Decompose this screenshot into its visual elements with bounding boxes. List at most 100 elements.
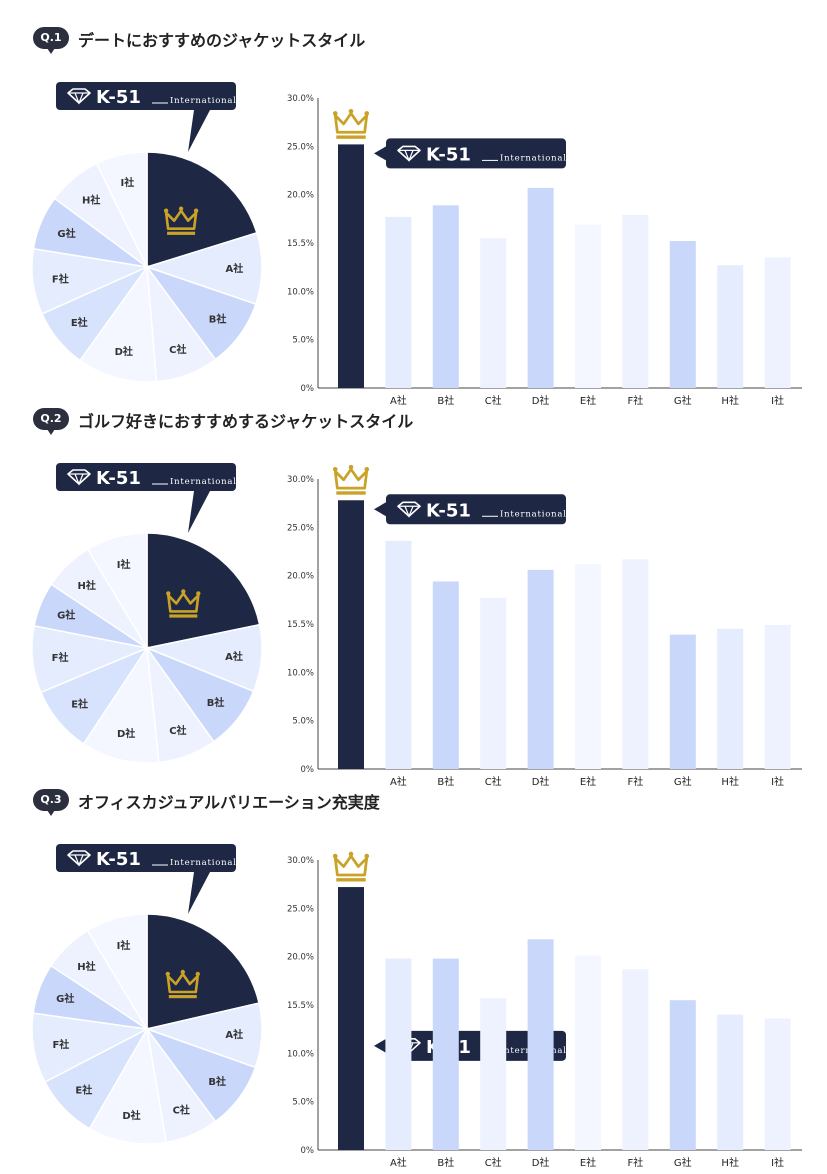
y-tick-label: 25.0% <box>287 904 314 914</box>
x-tick-label: E社 <box>580 1156 596 1169</box>
x-tick-label: D社 <box>532 394 550 407</box>
brand-suffix: International <box>170 96 237 106</box>
bar-chart: 0%5.0%10.0%15.5%20.0%25.0%30.0%K-51Inter… <box>287 851 802 1169</box>
bar <box>480 238 507 388</box>
bar <box>575 564 601 769</box>
bar <box>432 205 459 388</box>
pie-slice-label: E社 <box>71 316 88 329</box>
question-title: ゴルフ好きにおすすめするジャケットスタイル <box>78 412 414 431</box>
bar <box>527 939 554 1150</box>
bar <box>669 1000 696 1150</box>
pie-slice-label: D社 <box>122 1109 140 1122</box>
bar <box>622 214 649 388</box>
x-tick-label: I社 <box>771 394 784 407</box>
bar <box>622 969 649 1150</box>
y-tick-label: 15.5% <box>287 1001 314 1011</box>
x-tick-label: H社 <box>721 1156 739 1169</box>
crown-icon <box>165 969 200 999</box>
y-tick-label: 25.0% <box>287 523 314 533</box>
bar <box>385 540 412 769</box>
pie-slice-label: A社 <box>226 262 244 275</box>
y-tick-label: 10.0% <box>287 1049 314 1059</box>
y-tick-label: 30.0% <box>287 475 314 485</box>
pie-slice-label: E社 <box>75 1083 92 1096</box>
question-title: オフィスカジュアルバリエーション充実度 <box>78 793 380 812</box>
y-tick-label: 30.0% <box>287 856 314 866</box>
x-tick-label: C社 <box>485 1156 502 1169</box>
bar <box>385 958 412 1150</box>
diamond-logo-icon <box>397 501 421 518</box>
pie-slice-label: D社 <box>117 727 135 740</box>
pie-slice-label: G社 <box>57 227 75 240</box>
pie-chart: A社 B社 C社 D社 E社 F社 G社 H社 I社 K-51 International <box>31 844 263 1145</box>
x-tick-label: F社 <box>628 1156 644 1169</box>
pie-slice-label: I社 <box>117 939 131 952</box>
x-tick-label: B社 <box>437 394 454 407</box>
brand-suffix: International <box>170 858 237 868</box>
brand-name: K-51 <box>426 500 471 521</box>
brand-suffix: International <box>500 509 567 519</box>
pie-slice-label: G社 <box>57 609 75 622</box>
pie-chart: A社 B社 C社 D社 E社 F社 G社 H社 I社 K-51 International <box>31 82 263 383</box>
brand-tooltip: K-51 International <box>56 844 237 914</box>
x-tick-label: A社 <box>390 394 407 407</box>
bar <box>575 955 601 1150</box>
bar <box>764 624 791 769</box>
brand-tooltip: K-51 International <box>56 82 237 152</box>
pie-slice-label: D社 <box>115 345 133 358</box>
crown-icon <box>163 206 199 235</box>
bar-brand <box>338 887 364 1150</box>
x-tick-label: H社 <box>721 394 739 407</box>
x-tick-label: A社 <box>390 1156 407 1169</box>
pie-slice-label: A社 <box>225 1028 243 1041</box>
brand-suffix: International <box>500 153 567 163</box>
bar <box>385 216 412 388</box>
x-tick-label: F社 <box>628 775 644 788</box>
brand-name: K-51 <box>96 468 141 489</box>
y-tick-label: 0% <box>301 765 315 775</box>
x-tick-label: C社 <box>485 394 502 407</box>
pie-slice-label: C社 <box>169 343 186 356</box>
pie-slice-label: F社 <box>52 1038 69 1051</box>
brand-name: K-51 <box>96 87 141 108</box>
x-tick-label: I社 <box>771 1156 784 1169</box>
bar <box>717 265 744 388</box>
pie-slice-label: C社 <box>169 724 186 737</box>
x-tick-label: D社 <box>532 775 550 788</box>
y-tick-label: 5.0% <box>292 717 314 727</box>
question-title: デートにおすすめのジャケットスタイル <box>78 31 366 50</box>
crown-icon <box>332 851 370 882</box>
brand-tooltip: K-51 International <box>374 138 567 169</box>
pie-slice <box>95 151 148 268</box>
pie-chart: A社 B社 C社 D社 E社 F社 G社 H社 I社 K-51 International <box>31 463 263 764</box>
x-tick-label: G社 <box>674 1156 692 1169</box>
x-tick-label: B社 <box>437 775 454 788</box>
x-tick-label: A社 <box>390 775 407 788</box>
y-tick-label: 25.0% <box>287 142 314 152</box>
x-tick-label: E社 <box>580 394 596 407</box>
pie-slice-label: I社 <box>117 558 131 571</box>
bar <box>764 1018 791 1150</box>
pie-slice-brand <box>146 532 261 649</box>
pie-slice <box>82 645 160 764</box>
bar <box>480 998 507 1150</box>
x-tick-label: H社 <box>721 775 739 788</box>
y-tick-label: 5.0% <box>292 1098 314 1108</box>
question-badge: Q.3 <box>33 789 69 816</box>
y-tick-label: 20.0% <box>287 953 314 963</box>
bar-brand <box>338 500 364 769</box>
pie-slice-label: F社 <box>52 651 69 664</box>
pie-slice <box>86 532 148 651</box>
bar <box>717 1014 744 1150</box>
x-tick-label: F社 <box>628 394 644 407</box>
diamond-logo-icon <box>67 850 91 867</box>
x-tick-label: B社 <box>437 1156 454 1169</box>
pie-slice <box>144 231 263 306</box>
diamond-logo-icon <box>67 88 91 105</box>
y-tick-label: 30.0% <box>287 94 314 104</box>
crown-icon <box>332 108 370 139</box>
brand-name: K-51 <box>96 849 141 870</box>
pie-slice-label: G社 <box>56 992 74 1005</box>
